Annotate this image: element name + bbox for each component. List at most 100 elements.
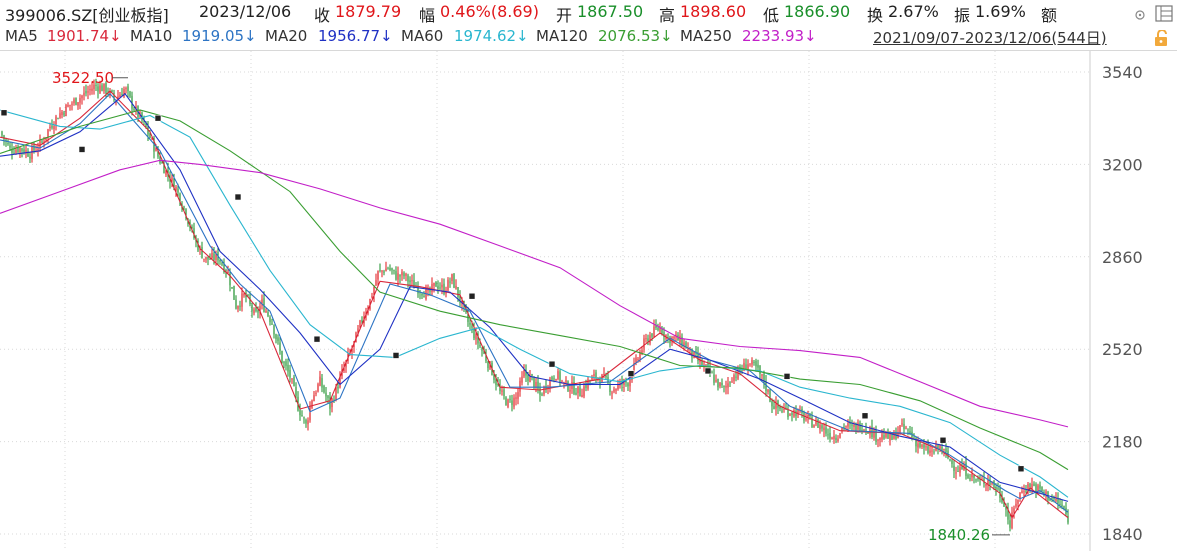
candle-body [629,378,631,387]
ma20-label: MA20 [265,27,308,45]
candle-body [933,451,935,453]
kline-chart[interactable]: 3540 3200 2860 2520 2180 1840 3522.50 1840.26 [0,51,1177,551]
candle-body [241,293,243,307]
candle-body [549,378,551,389]
candle-body [393,269,395,271]
candle-body [719,382,721,387]
candle-body [457,287,459,298]
candle-body [269,317,271,323]
candle-body [1043,492,1045,494]
candle-body [997,488,999,490]
candle-body [827,434,829,436]
candle-body [1027,484,1029,492]
candle-body [731,381,733,383]
ma250-value: 2233.93↓ [742,27,817,45]
candle-body [1041,486,1043,492]
candle-body [837,438,839,442]
candle-body [119,94,121,98]
candle-body [797,409,799,415]
candle-body [643,338,645,349]
candle-body [235,299,237,309]
candle-body [551,377,553,380]
candle-body [459,295,461,303]
candle-body [469,322,471,325]
candle-body [435,281,437,287]
candle-body [577,386,579,394]
y-tick-label: 2180 [1102,433,1143,452]
candle-body [177,188,179,193]
ma60-line [0,109,1069,498]
candle-body [789,414,791,416]
candle-body [915,438,917,447]
high-value: 1898.60 [680,2,747,21]
candle-body [277,337,279,342]
dot-menu-icon[interactable] [1133,8,1147,22]
candle-body [899,425,901,433]
candle-body [191,226,193,228]
low-value: 1866.90 [784,2,851,21]
ma250-line [0,159,1069,428]
candle-body [311,400,313,409]
candle-body [389,267,391,270]
symbol-name[interactable]: 399006.SZ[创业板指] [5,6,169,25]
candle-body [811,417,813,428]
candle-body [885,431,887,438]
candle-body [47,129,49,138]
candle-body [645,338,647,340]
candle-body [73,99,75,104]
candle-body [569,389,571,392]
quote-date: 2023/12/06 [199,2,292,21]
candle-body [315,392,317,394]
candle-body [421,293,423,296]
candle-body [991,482,993,484]
candle-body [723,386,725,388]
candle-body [81,95,83,99]
candle-body [693,351,695,358]
candle-body [527,374,529,381]
candle-body [501,390,503,392]
candle-body [705,364,707,366]
candle-body [487,361,489,369]
candle-body [715,380,717,382]
candle-body [275,334,277,340]
candle-body [681,336,683,347]
candle-body [219,259,221,262]
candle-body [625,380,627,383]
candle-body [27,151,29,157]
candle-body [611,392,613,394]
candle-body [957,471,959,473]
cost-marker [392,352,400,359]
candle-body [701,360,703,366]
ma5-label: MA5 [5,27,38,45]
candle-body [479,344,481,347]
candle-body [795,410,797,417]
window-icon[interactable] [1155,5,1173,22]
header-separator [0,50,1177,51]
candle-body [613,389,615,392]
candle-body [747,364,749,370]
candle-body [773,406,775,410]
candle-body [327,395,329,399]
price-axis: 3540 3200 2860 2520 2180 1840 [1102,63,1143,544]
unlock-icon[interactable] [1153,30,1171,47]
candle-body [529,375,531,383]
candle-body [863,429,865,432]
date-range[interactable]: 2021/09/07-2023/12/06(544日) [873,29,1107,47]
open-value: 1867.50 [577,2,644,21]
candle-body [497,383,499,386]
candle-body [105,82,107,94]
candle-body [879,437,881,441]
candle-body [323,385,325,393]
candle-body [639,352,641,361]
candle-body [163,163,165,174]
candle-body [775,401,777,409]
candle-body [127,86,129,92]
candle-body [301,415,303,417]
y-tick-label: 2520 [1102,340,1143,359]
candle-body [25,150,27,154]
candle-body [503,389,505,396]
candle-body [75,97,77,105]
candle-body [211,252,213,259]
candle-body [851,424,853,426]
candle-body [615,389,617,391]
